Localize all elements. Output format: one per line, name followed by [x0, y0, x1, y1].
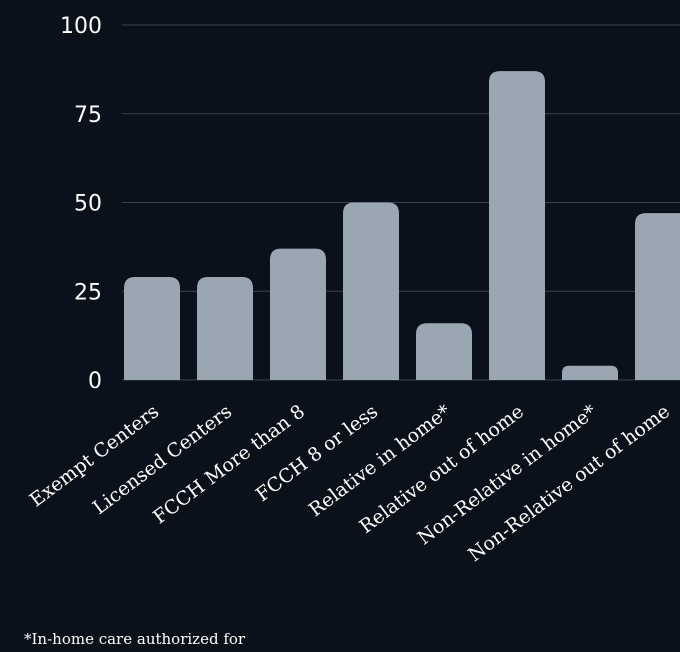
bar-0 [124, 277, 180, 380]
bar-3 [343, 202, 399, 380]
footnote: *In-home care authorized for [24, 630, 246, 648]
bar-5 [489, 71, 545, 381]
y-tick-label: 75 [74, 103, 102, 128]
y-tick-label: 100 [60, 14, 102, 39]
y-tick-label: 0 [88, 369, 102, 394]
bar-7 [635, 213, 680, 380]
y-axis-ticks: 0 25 50 75 100 [60, 14, 102, 394]
bar-4 [416, 323, 472, 380]
bar-1 [197, 277, 253, 380]
x-tick-label: Exempt Centers [26, 400, 163, 511]
x-tick-label: FCCH 8 or less [252, 400, 382, 506]
bars [124, 71, 680, 381]
bar-2 [270, 248, 326, 380]
y-tick-label: 25 [74, 280, 102, 305]
bar-6 [562, 365, 618, 380]
y-tick-label: 50 [74, 192, 102, 217]
